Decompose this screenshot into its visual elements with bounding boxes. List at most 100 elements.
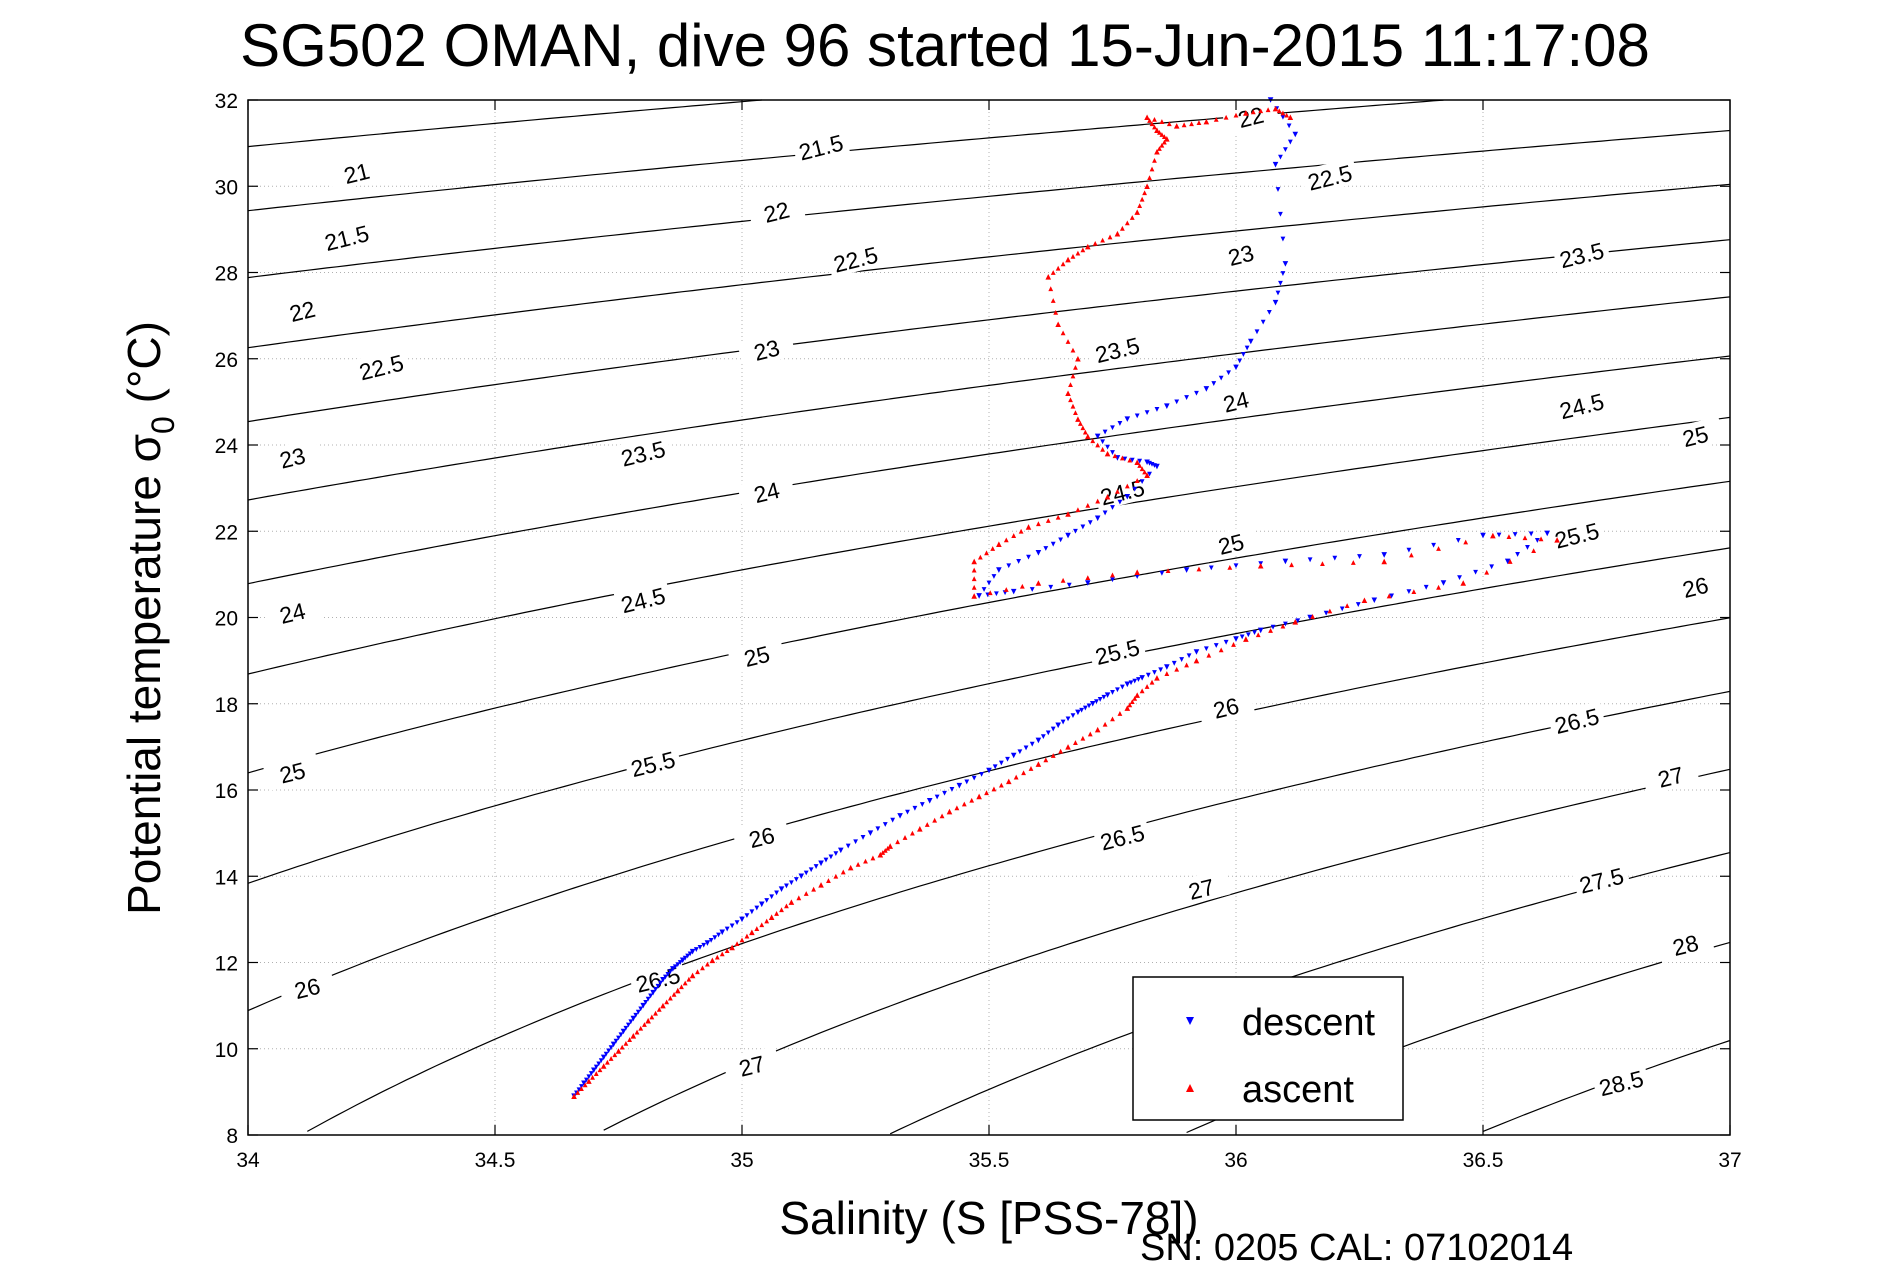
ascent-point <box>990 546 996 551</box>
descent-point <box>1066 582 1072 588</box>
contour-label: 27 <box>1186 873 1217 904</box>
descent-point <box>774 890 779 896</box>
descent-point <box>986 767 992 774</box>
descent-point <box>1455 538 1461 543</box>
descent-point <box>1094 515 1101 522</box>
ascent-point <box>1233 112 1239 118</box>
ascent-point <box>1134 209 1140 215</box>
contour-label-bg <box>1665 416 1725 455</box>
ascent-point <box>1193 657 1200 664</box>
contour-label-bg <box>1196 687 1256 727</box>
legend-ascent-marker <box>1186 1084 1194 1092</box>
descent-point <box>1457 575 1462 581</box>
descent-point <box>789 880 794 886</box>
descent-point <box>1544 530 1551 537</box>
ascent-point <box>1019 583 1025 589</box>
ascent-point <box>1134 478 1140 483</box>
ascent-point <box>1411 589 1417 595</box>
descent-point <box>1097 697 1103 702</box>
ascent-point <box>1139 688 1145 694</box>
x-axis-ticks: 34 34.5 35 35.5 36 36.5 37 <box>236 100 1742 1172</box>
y-axis-label-main: Potential temperature σ <box>118 434 170 915</box>
ascent-point <box>1124 705 1131 711</box>
ascent-point <box>1181 122 1187 128</box>
ascent-point <box>1149 166 1155 172</box>
descent-point <box>1257 627 1264 634</box>
ascent-point <box>700 965 705 971</box>
ascent-point <box>1144 114 1150 121</box>
ascent-point <box>1095 442 1101 448</box>
descent-point <box>1286 123 1292 129</box>
ascent-point <box>1161 139 1167 145</box>
descent-point <box>628 1019 634 1025</box>
descent-point <box>1040 734 1046 740</box>
descent-point <box>1050 541 1056 547</box>
descent-point <box>1496 532 1502 538</box>
legend-descent-label: descent <box>1242 1002 1376 1044</box>
descent-point <box>1295 618 1301 624</box>
descent-point <box>1105 444 1110 450</box>
descent-point <box>919 802 925 807</box>
ascent-point <box>729 944 735 951</box>
x-tick-label: 37 <box>1718 1149 1741 1172</box>
descent-point <box>648 993 654 999</box>
descent-point <box>1423 584 1429 590</box>
descent-point <box>1287 139 1293 145</box>
descent-point <box>739 916 745 923</box>
y-tick-label: 28 <box>215 263 238 286</box>
descent-point <box>897 813 903 819</box>
descent-point <box>685 953 691 959</box>
ascent-point <box>1280 110 1286 116</box>
isopycnal-line <box>247 99 762 148</box>
descent-point <box>1512 532 1518 537</box>
ascent-point <box>1159 119 1165 124</box>
y-tick-label: 16 <box>215 780 238 803</box>
descent-point <box>1139 479 1145 485</box>
ascent-point <box>571 1093 577 1099</box>
legend-descent-marker <box>1186 1017 1194 1025</box>
x-tick-label: 35.5 <box>969 1149 1010 1172</box>
ascent-point <box>1272 105 1279 112</box>
ascent-point <box>682 980 688 986</box>
descent-point <box>689 948 696 955</box>
ascent-point <box>1043 757 1049 763</box>
ascent-point <box>1142 469 1148 475</box>
contour-label: 25 <box>1680 421 1711 452</box>
contour-label-bg <box>613 580 673 619</box>
ascent-point <box>1284 112 1290 118</box>
ascent-point <box>1165 568 1171 574</box>
descent-point <box>1515 552 1520 557</box>
y-tick-label: 10 <box>215 1039 238 1062</box>
descent-point <box>981 587 987 592</box>
ascent-point <box>1538 536 1544 542</box>
descent-point <box>813 864 819 869</box>
ascent-point <box>1050 753 1056 758</box>
ascent-point <box>902 835 908 840</box>
ascent-point <box>1436 584 1441 590</box>
ascent-point <box>619 1044 625 1050</box>
ascent-point <box>1065 744 1071 750</box>
ascent-point <box>1490 532 1496 539</box>
ascent-point <box>634 1029 640 1035</box>
descent-point <box>1183 567 1190 573</box>
contour-label: 23 <box>1225 240 1256 271</box>
descent-point <box>1280 114 1286 120</box>
descent-point <box>635 1009 641 1015</box>
ascent-point <box>1124 483 1130 489</box>
descent-point <box>1132 486 1138 492</box>
ascent-point <box>1060 330 1066 336</box>
ascent-point <box>1028 766 1034 771</box>
ascent-point <box>739 937 745 943</box>
descent-point <box>769 894 775 900</box>
ascent-point <box>1157 146 1162 151</box>
ascent-point <box>932 817 938 823</box>
ascent-point <box>1021 770 1026 776</box>
ascent-point <box>1013 774 1019 780</box>
contour-label-bg <box>1547 515 1606 554</box>
descent-point <box>1048 584 1054 590</box>
ascent-point <box>774 911 779 916</box>
legend-ascent-label: ascent <box>1242 1069 1354 1111</box>
ascent-point <box>977 554 983 560</box>
descent-point <box>818 860 824 867</box>
